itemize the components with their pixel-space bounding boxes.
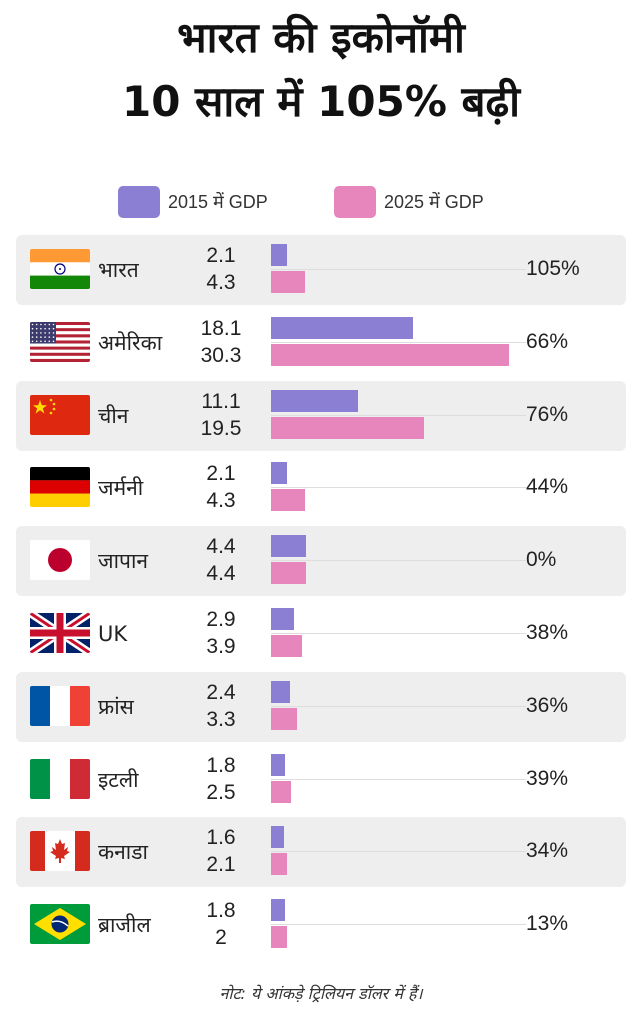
value-label-2025: 4.3 [206,271,236,294]
country-label: UK [98,622,128,646]
bar-2015 [271,462,288,485]
bar-2025 [271,780,291,803]
uk-flag-icon [30,613,90,653]
value-label-2015: 2.4 [206,680,236,704]
country-label: ब्राजील [98,913,151,938]
chart-row: चीन 11.1 19.5 76% [16,380,626,451]
bar-2015 [271,753,286,776]
legend-swatch-2015 [118,186,160,218]
growth-label: 34% [526,839,569,863]
chart-row: जापान 4.4 4.4 0% [16,526,626,597]
growth-label: 76% [526,402,569,426]
bar-2025 [271,635,302,657]
canada-flag-icon [30,831,90,872]
chart-row: कनाडा 1.6 2.1 34% [16,817,626,888]
row-guide-line [271,269,526,270]
value-label-2025: 30.3 [200,343,242,367]
country-label: फ्रांस [98,694,134,719]
italy-flag-icon [30,758,90,799]
value-label-2015: 11.1 [201,389,241,413]
bar-2015 [271,680,290,703]
row-guide-line [271,924,526,926]
value-label-2025: 3.3 [206,707,236,731]
bar-2015 [271,899,286,922]
bar-2025 [271,343,509,366]
chart-row: जर्मनी 2.1 4.3 44% [16,453,626,523]
growth-label: 38% [526,621,569,644]
legend-label-2015: 2015 में GDP [168,192,268,212]
china-flag-icon [30,394,90,435]
value-label-2025: 4.4 [206,562,236,586]
country-label: भारत [98,258,139,282]
row-guide-line [271,414,526,416]
bar-2015 [271,244,288,266]
bar-2025 [271,926,287,949]
chart-row: अमेरिका 18.1 30.3 66% [16,308,626,378]
growth-label: 66% [526,329,569,353]
india-flag-icon [30,249,90,289]
bar-2015 [271,535,306,558]
value-label-2025: 3.9 [206,635,236,658]
country-label: अमेरिका [98,330,163,355]
legend-label-2025: 2025 में GDP [384,192,484,212]
chart-row: भारत 2.1 4.3 105% [16,235,626,305]
value-label-2025: 2 [215,926,227,950]
country-label: कनाडा [98,840,148,865]
growth-label: 39% [526,766,569,790]
value-label-2025: 2.5 [206,780,236,804]
bar-2015 [271,316,414,339]
value-label-2015: 2.1 [206,244,236,267]
value-label-2025: 4.3 [206,489,236,513]
value-label-2015: 1.6 [206,826,236,850]
growth-label: 13% [526,912,569,936]
japan-flag-icon [30,540,90,581]
bar-2015 [271,608,294,630]
value-label-2015: 1.8 [206,899,236,923]
bar-2025 [271,707,297,730]
footnote: नोट: ये आंकड़े ट्रिलियन डॉलर में हैं। [219,984,423,1003]
country-label: जापान [98,549,149,574]
bar-2025 [271,271,305,293]
row-guide-line [271,487,526,489]
growth-label: 0% [526,548,557,572]
value-label-2025: 19.5 [200,416,242,440]
bar-2025 [271,562,306,585]
growth-label: 44% [526,475,569,499]
row-guide-line [271,341,526,343]
bar-2015 [271,389,359,412]
bar-2025 [271,416,425,439]
chart-title-line2: 10 साल में 105% बढ़ी [121,77,521,126]
legend-swatch-2025 [334,186,376,218]
bar-2025 [271,489,305,512]
bar-2025 [271,853,288,876]
row-guide-line [271,851,526,853]
row-guide-line [271,560,526,562]
france-flag-icon [30,685,90,726]
row-guide-line [271,633,526,634]
row-guide-line [271,705,526,707]
brazil-flag-icon [30,904,90,945]
chart-row: ब्राजील 1.8 2 13% [16,890,626,960]
growth-label: 36% [526,693,569,717]
legend-item-2025: 2025 में GDP [334,186,484,218]
chart-title-line1: भारत की इकोनॉमी [177,13,465,62]
row-guide-line [271,778,526,780]
growth-label: 105% [526,257,580,280]
country-label: इटली [98,767,139,792]
country-label: चीन [98,403,129,428]
value-label-2015: 4.4 [206,535,236,559]
legend-item-2015: 2015 में GDP [118,186,268,218]
chart-row: फ्रांस 2.4 3.3 36% [16,671,626,742]
value-label-2015: 2.9 [206,608,236,631]
value-label-2015: 1.8 [206,753,236,777]
value-label-2015: 2.1 [206,462,236,486]
chart-row: UK 2.9 3.9 38% [16,599,626,669]
usa-flag-icon [30,321,90,362]
country-label: जर्मनी [98,476,144,501]
value-label-2025: 2.1 [206,853,236,877]
bar-2015 [271,826,284,849]
value-label-2015: 18.1 [200,316,242,340]
germany-flag-icon [30,467,90,508]
chart-row: इटली 1.8 2.5 39% [16,745,626,815]
